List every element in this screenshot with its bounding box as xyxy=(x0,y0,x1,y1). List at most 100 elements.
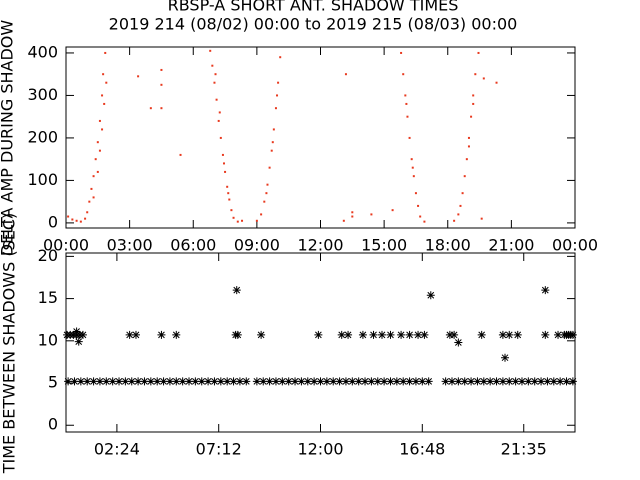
point xyxy=(463,175,466,178)
point xyxy=(404,94,407,97)
asterisk xyxy=(445,330,454,339)
asterisk xyxy=(447,377,456,386)
x-tick-label: 16:48 xyxy=(399,440,445,459)
point xyxy=(459,204,462,207)
asterisk xyxy=(492,377,501,386)
y-tick-label: 0 xyxy=(48,415,58,434)
point xyxy=(211,64,214,67)
asterisk xyxy=(424,377,433,386)
point xyxy=(467,136,470,139)
asterisk xyxy=(233,330,242,339)
asterisk xyxy=(541,286,550,295)
asterisk xyxy=(191,377,200,386)
asterisk xyxy=(102,377,111,386)
point xyxy=(263,200,266,203)
asterisk xyxy=(405,377,414,386)
asterisk xyxy=(335,377,344,386)
point xyxy=(461,192,464,195)
point xyxy=(179,153,182,156)
chart-subtitle: 2019 214 (08/02) 00:00 to 2019 215 (08/0… xyxy=(109,15,518,34)
asterisk xyxy=(505,330,514,339)
asterisk xyxy=(418,377,427,386)
asterisk xyxy=(121,377,130,386)
x-tick-label: 07:12 xyxy=(196,440,242,459)
asterisk xyxy=(252,377,261,386)
point xyxy=(457,213,460,216)
point xyxy=(417,204,420,207)
point xyxy=(423,220,426,223)
chart-title: RBSP-A SHORT ANT. SHADOW TIMES xyxy=(168,0,459,15)
point xyxy=(79,220,82,223)
asterisk xyxy=(397,330,406,339)
point xyxy=(410,158,413,161)
point xyxy=(480,217,483,220)
point xyxy=(482,77,485,80)
point xyxy=(472,102,475,105)
asterisk xyxy=(517,377,526,386)
point xyxy=(149,107,152,110)
asterisk xyxy=(386,330,395,339)
asterisk xyxy=(454,377,463,386)
asterisk xyxy=(511,377,520,386)
asterisk xyxy=(229,377,238,386)
asterisk xyxy=(265,377,274,386)
point xyxy=(351,215,354,218)
asterisk xyxy=(348,377,357,386)
point xyxy=(419,215,422,218)
asterisk xyxy=(204,377,213,386)
point xyxy=(230,209,233,212)
point xyxy=(465,158,468,161)
asterisk xyxy=(524,377,533,386)
point xyxy=(370,213,373,216)
y-tick-label: 200 xyxy=(27,127,58,146)
point xyxy=(103,102,106,105)
plot-frame xyxy=(65,46,576,229)
asterisk xyxy=(541,330,550,339)
asterisk xyxy=(72,327,81,336)
point xyxy=(228,198,231,201)
asterisk xyxy=(341,377,350,386)
asterisk xyxy=(95,377,104,386)
x-tick-label: 18:00 xyxy=(425,236,471,255)
point xyxy=(101,128,104,131)
point xyxy=(223,162,226,165)
asterisk xyxy=(74,337,83,346)
point xyxy=(472,94,475,97)
asterisk xyxy=(125,330,134,339)
asterisk xyxy=(185,377,194,386)
point xyxy=(279,56,282,59)
point xyxy=(276,94,279,97)
asterisk xyxy=(271,377,280,386)
asterisk xyxy=(358,330,367,339)
point xyxy=(414,192,417,195)
asterisk xyxy=(399,377,408,386)
point xyxy=(274,107,277,110)
point xyxy=(75,219,78,222)
x-tick-label: 02:24 xyxy=(94,440,140,459)
point xyxy=(266,183,269,186)
asterisk xyxy=(556,377,565,386)
x-tick-label: 06:00 xyxy=(170,236,216,255)
asterisk xyxy=(257,330,266,339)
asterisk xyxy=(420,330,429,339)
point xyxy=(255,219,258,222)
asterisk xyxy=(513,330,522,339)
point xyxy=(86,211,89,214)
point xyxy=(219,136,222,139)
asterisk xyxy=(441,377,450,386)
asterisk xyxy=(549,377,558,386)
point xyxy=(92,196,95,199)
point xyxy=(268,166,271,169)
asterisk xyxy=(83,377,92,386)
point xyxy=(351,211,354,214)
x-tick-label: 00:00 xyxy=(552,236,598,255)
point xyxy=(232,216,235,219)
asterisk xyxy=(140,377,149,386)
point xyxy=(453,219,456,222)
point xyxy=(272,128,275,131)
asterisk xyxy=(314,330,323,339)
point xyxy=(218,111,221,114)
point xyxy=(408,136,411,139)
y-tick-label: 0 xyxy=(48,212,58,231)
asterisk xyxy=(278,377,287,386)
